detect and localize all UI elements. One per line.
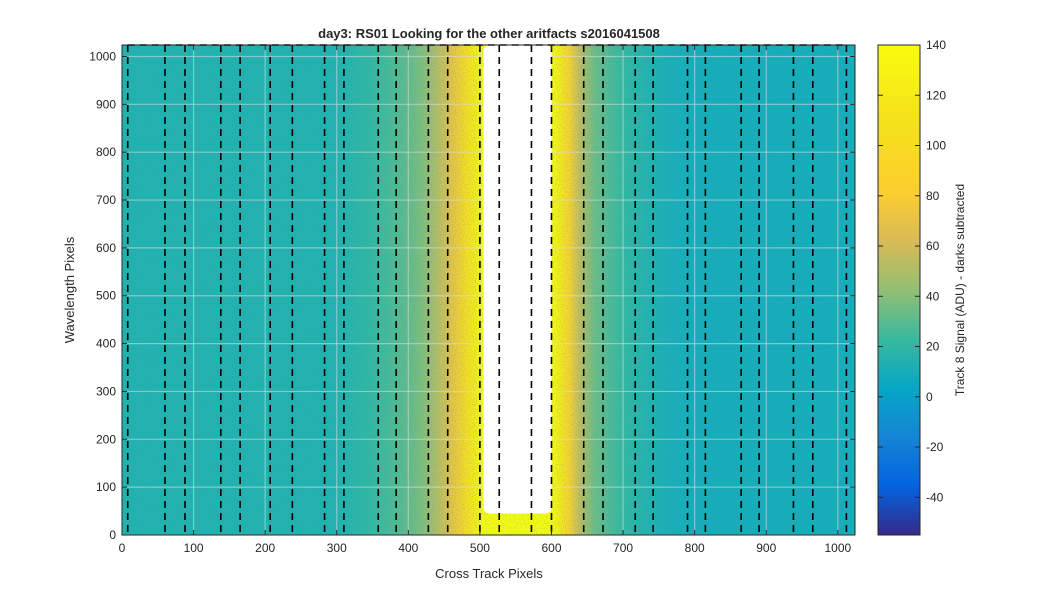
colorbar-tick-label: 0: [926, 390, 933, 404]
y-tick-label: 900: [96, 97, 116, 111]
y-tick-label: 1000: [89, 49, 116, 63]
y-axis: 0 100 200 300 400 500 600 700 800 900 1000: [89, 49, 855, 542]
colorbar-ticks: -40 -20 0 20 40 60 80 100 120 140: [878, 38, 946, 504]
x-axis: 0 100 200 300 400 500 600 700 800 900 1000: [119, 45, 851, 555]
colorbar: -40 -20 0 20 40 60 80 100 120 140 Track 8 Signal …: [877, 38, 967, 536]
x-tick-label: 800: [685, 541, 705, 555]
x-tick-label: 600: [541, 541, 561, 555]
x-axis-label: Cross Track Pixels: [435, 566, 543, 581]
y-axis-label: Wavelength Pixels: [62, 236, 77, 343]
x-tick-label: 200: [255, 541, 275, 555]
track-boundaries: [126, 44, 848, 535]
y-tick-label: 800: [96, 145, 116, 159]
colorbar-label: Track 8 Signal (ADU) - darks subtracted: [953, 184, 967, 396]
x-tick-label: 100: [184, 541, 204, 555]
colorbar-tick-label: 20: [926, 340, 940, 354]
y-tick-label: 500: [96, 289, 116, 303]
x-tick-label: 900: [756, 541, 776, 555]
colorbar-tick-label: 80: [926, 189, 940, 203]
colorbar-tick-label: -20: [926, 440, 944, 454]
colorbar-tick-label: -40: [926, 490, 944, 504]
x-tick-label: 700: [613, 541, 633, 555]
x-tick-label: 400: [398, 541, 418, 555]
y-tick-label: 600: [96, 241, 116, 255]
chart-title: day3: RS01 Looking for the other aritfac…: [318, 26, 660, 41]
y-tick-label: 400: [96, 337, 116, 351]
colorbar-tick-label: 40: [926, 289, 940, 303]
colorbar-tick-label: 140: [926, 38, 946, 52]
y-tick-label: 0: [109, 528, 116, 542]
x-tick-label: 500: [470, 541, 490, 555]
x-tick-label: 0: [119, 541, 126, 555]
saturated-region: [483, 45, 552, 514]
colorbar-tick-label: 120: [926, 88, 946, 102]
x-tick-label: 300: [327, 541, 347, 555]
plot-area: [121, 44, 856, 536]
axes-box: [121, 44, 856, 536]
colorbar-tick-label: 100: [926, 139, 946, 153]
y-tick-label: 700: [96, 193, 116, 207]
x-tick-label: 1000: [824, 541, 851, 555]
colorbar-gradient: [877, 44, 921, 536]
y-tick-label: 200: [96, 432, 116, 446]
colorbar-tick-label: 60: [926, 239, 940, 253]
y-tick-label: 100: [96, 480, 116, 494]
y-tick-label: 300: [96, 384, 116, 398]
